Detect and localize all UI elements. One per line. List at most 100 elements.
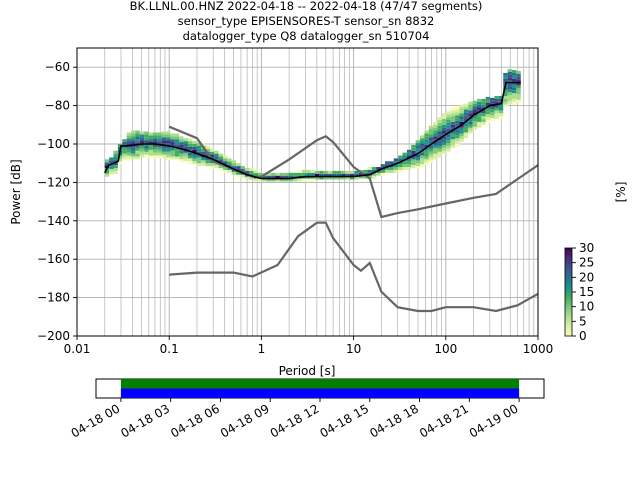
- density-cell: [485, 114, 491, 118]
- density-cell: [179, 150, 184, 154]
- density-cell: [231, 166, 237, 169]
- density-cell: [459, 110, 464, 114]
- density-cell: [148, 155, 153, 159]
- density-cell: [148, 141, 153, 144]
- density-cell: [437, 140, 442, 144]
- density-cell: [420, 158, 425, 162]
- density-cell: [363, 169, 368, 173]
- density-cell: [402, 161, 407, 165]
- density-cell: [166, 134, 171, 138]
- density-cell: [354, 170, 359, 174]
- density-cell: [139, 148, 145, 152]
- density-cell: [214, 150, 219, 154]
- density-cell: [231, 168, 237, 172]
- title-line-3: datalogger_type Q8 datalogger_sn 510704: [183, 29, 430, 43]
- density-cell: [349, 170, 355, 174]
- density-cell: [222, 167, 228, 170]
- density-cell: [109, 160, 114, 164]
- density-cell: [393, 167, 399, 170]
- density-cell: [258, 178, 263, 182]
- density-cell: [126, 132, 132, 136]
- density-cell: [174, 133, 180, 137]
- density-cell: [393, 169, 399, 173]
- density-cell: [345, 176, 350, 180]
- density-cell: [411, 150, 416, 154]
- density-cell: [433, 133, 438, 137]
- density-cell: [349, 176, 355, 180]
- density-cell: [450, 130, 456, 134]
- density-cell: [113, 156, 118, 160]
- density-cell: [393, 161, 399, 165]
- density-cell: [420, 144, 425, 147]
- density-cell: [161, 145, 167, 149]
- density-cell: [437, 128, 442, 132]
- density-cell: [131, 142, 136, 145]
- density-cell: [507, 97, 512, 101]
- density-cell: [463, 135, 469, 139]
- density-cell: [113, 153, 118, 157]
- density-cell: [152, 144, 158, 147]
- density-cell: [126, 141, 132, 144]
- density-cell: [113, 159, 118, 163]
- x-tick-label: 1: [258, 342, 266, 356]
- density-cell: [476, 107, 482, 111]
- density-cell: [183, 138, 188, 142]
- density-cell: [485, 111, 491, 115]
- density-cell: [420, 135, 425, 139]
- density-cell: [161, 131, 167, 135]
- density-cell: [498, 96, 504, 99]
- density-cell: [249, 170, 254, 174]
- density-cell: [481, 101, 486, 105]
- density-cell: [288, 175, 294, 179]
- density-cell: [511, 78, 517, 82]
- density-cell: [371, 172, 377, 176]
- density-cell: [253, 178, 259, 182]
- density-cell: [139, 137, 145, 141]
- density-cell: [301, 169, 307, 173]
- density-cell: [428, 157, 434, 161]
- density-cell: [231, 163, 237, 167]
- density-cell: [174, 147, 180, 151]
- density-cell: [323, 176, 329, 180]
- density-cell: [472, 123, 477, 127]
- density-cell: [323, 170, 329, 174]
- density-cell: [104, 173, 110, 177]
- density-cell: [441, 147, 447, 151]
- density-cell: [516, 71, 521, 74]
- density-cell: [109, 166, 114, 169]
- density-cell: [157, 149, 162, 153]
- density-cell: [455, 135, 460, 139]
- density-cell: [446, 120, 451, 123]
- timeline-bar-blue: [120, 388, 520, 398]
- colorbar-tick-label: 5: [579, 314, 587, 328]
- density-cell: [367, 167, 372, 170]
- density-cell: [214, 156, 219, 160]
- density-cell: [244, 170, 250, 174]
- density-cell: [415, 157, 421, 161]
- density-cell: [319, 170, 324, 174]
- y-tick-label: −100: [37, 137, 70, 151]
- density-cell: [424, 159, 429, 163]
- density-cell: [240, 166, 245, 169]
- density-cell: [109, 157, 114, 161]
- density-cell: [205, 157, 210, 161]
- density-cell: [468, 107, 473, 111]
- density-cell: [179, 156, 184, 160]
- density-cell: [516, 96, 521, 100]
- density-cell: [437, 125, 442, 129]
- density-cell: [411, 165, 416, 168]
- density-cell: [406, 167, 412, 170]
- density-cell: [415, 166, 421, 169]
- density-cell: [227, 164, 232, 168]
- density-cell: [170, 142, 175, 145]
- density-cell: [490, 109, 495, 113]
- density-cell: [166, 148, 171, 152]
- density-cell: [139, 131, 145, 135]
- plot-background: [77, 48, 538, 336]
- density-cell: [441, 121, 447, 125]
- density-cell: [117, 144, 123, 147]
- density-cell: [468, 127, 473, 131]
- density-cell: [485, 120, 491, 123]
- density-cell: [437, 143, 442, 146]
- density-cell: [152, 152, 158, 156]
